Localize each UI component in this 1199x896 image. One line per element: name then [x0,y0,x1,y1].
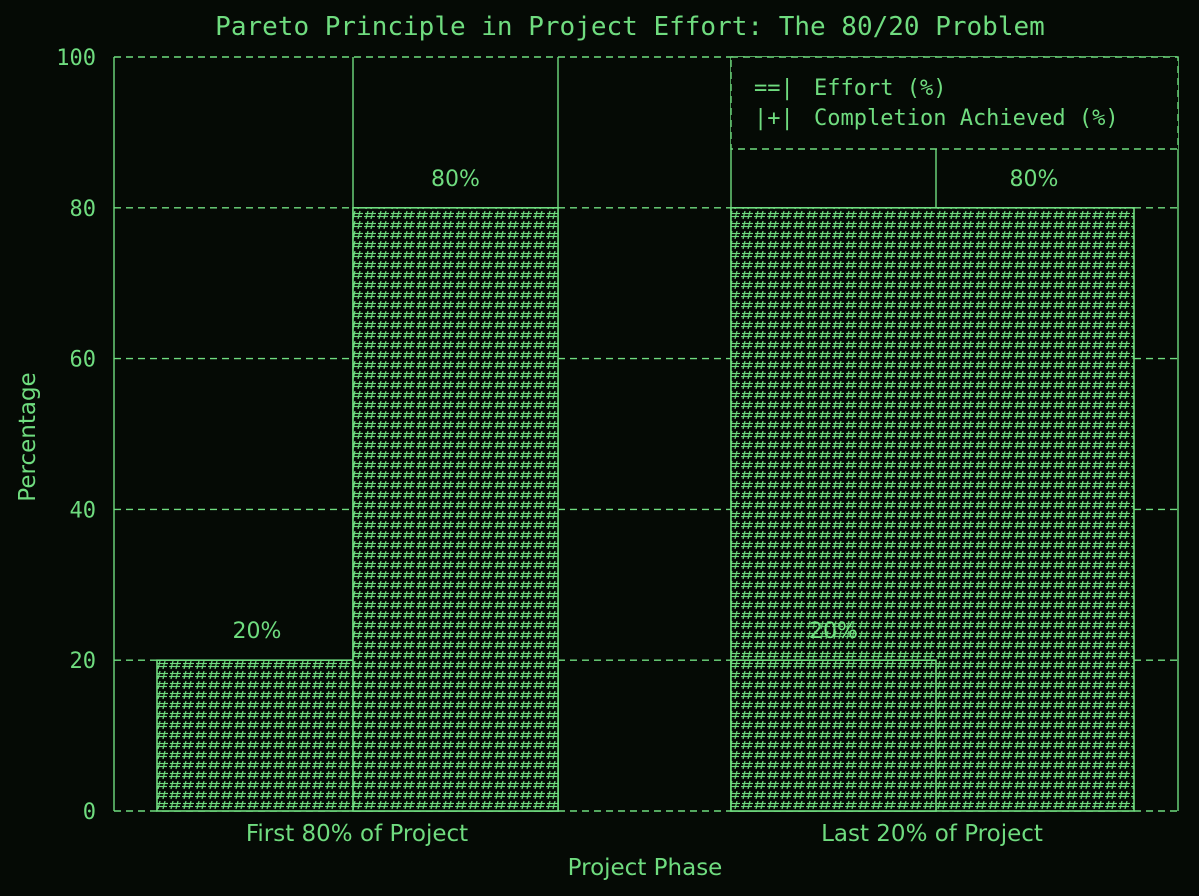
y-tick-label: 40 [70,498,97,523]
data-label: 20% [233,619,282,644]
x-tick-label: Last 20% of Project [821,821,1043,847]
legend-swatch: ==| [754,76,794,101]
data-label: 80% [431,167,480,192]
legend-swatch: |+| [754,106,794,131]
y-tick-label: 20 [70,649,97,674]
legend-label: Completion Achieved (%) [814,106,1119,131]
y-axis-label: Percentage [15,372,41,501]
legend: ==| Effort (%) |+| Completion Achieved (%) [730,56,1179,150]
bar-completion-1 [730,659,937,812]
y-ticks: 0 20 40 60 80 100 [56,46,96,825]
data-label: 80% [1010,167,1059,192]
legend-box [730,56,1179,150]
bars [156,207,1135,812]
chart-title: Pareto Principle in Project Effort: The … [215,12,1045,42]
x-axis-label: Project Phase [568,855,723,881]
y-tick-label: 0 [83,800,96,825]
data-labels: 20% 80% 80% 20% [233,167,1059,644]
data-label: 20% [809,619,858,644]
y-tick-label: 80 [70,197,97,222]
x-ticks: First 80% of Project Last 20% of Project [246,821,1043,847]
y-tick-label: 100 [56,46,96,71]
legend-label: Effort (%) [814,76,946,101]
x-tick-label: First 80% of Project [246,821,468,847]
y-tick-label: 60 [70,348,97,373]
bar-completion-0 [352,207,559,812]
